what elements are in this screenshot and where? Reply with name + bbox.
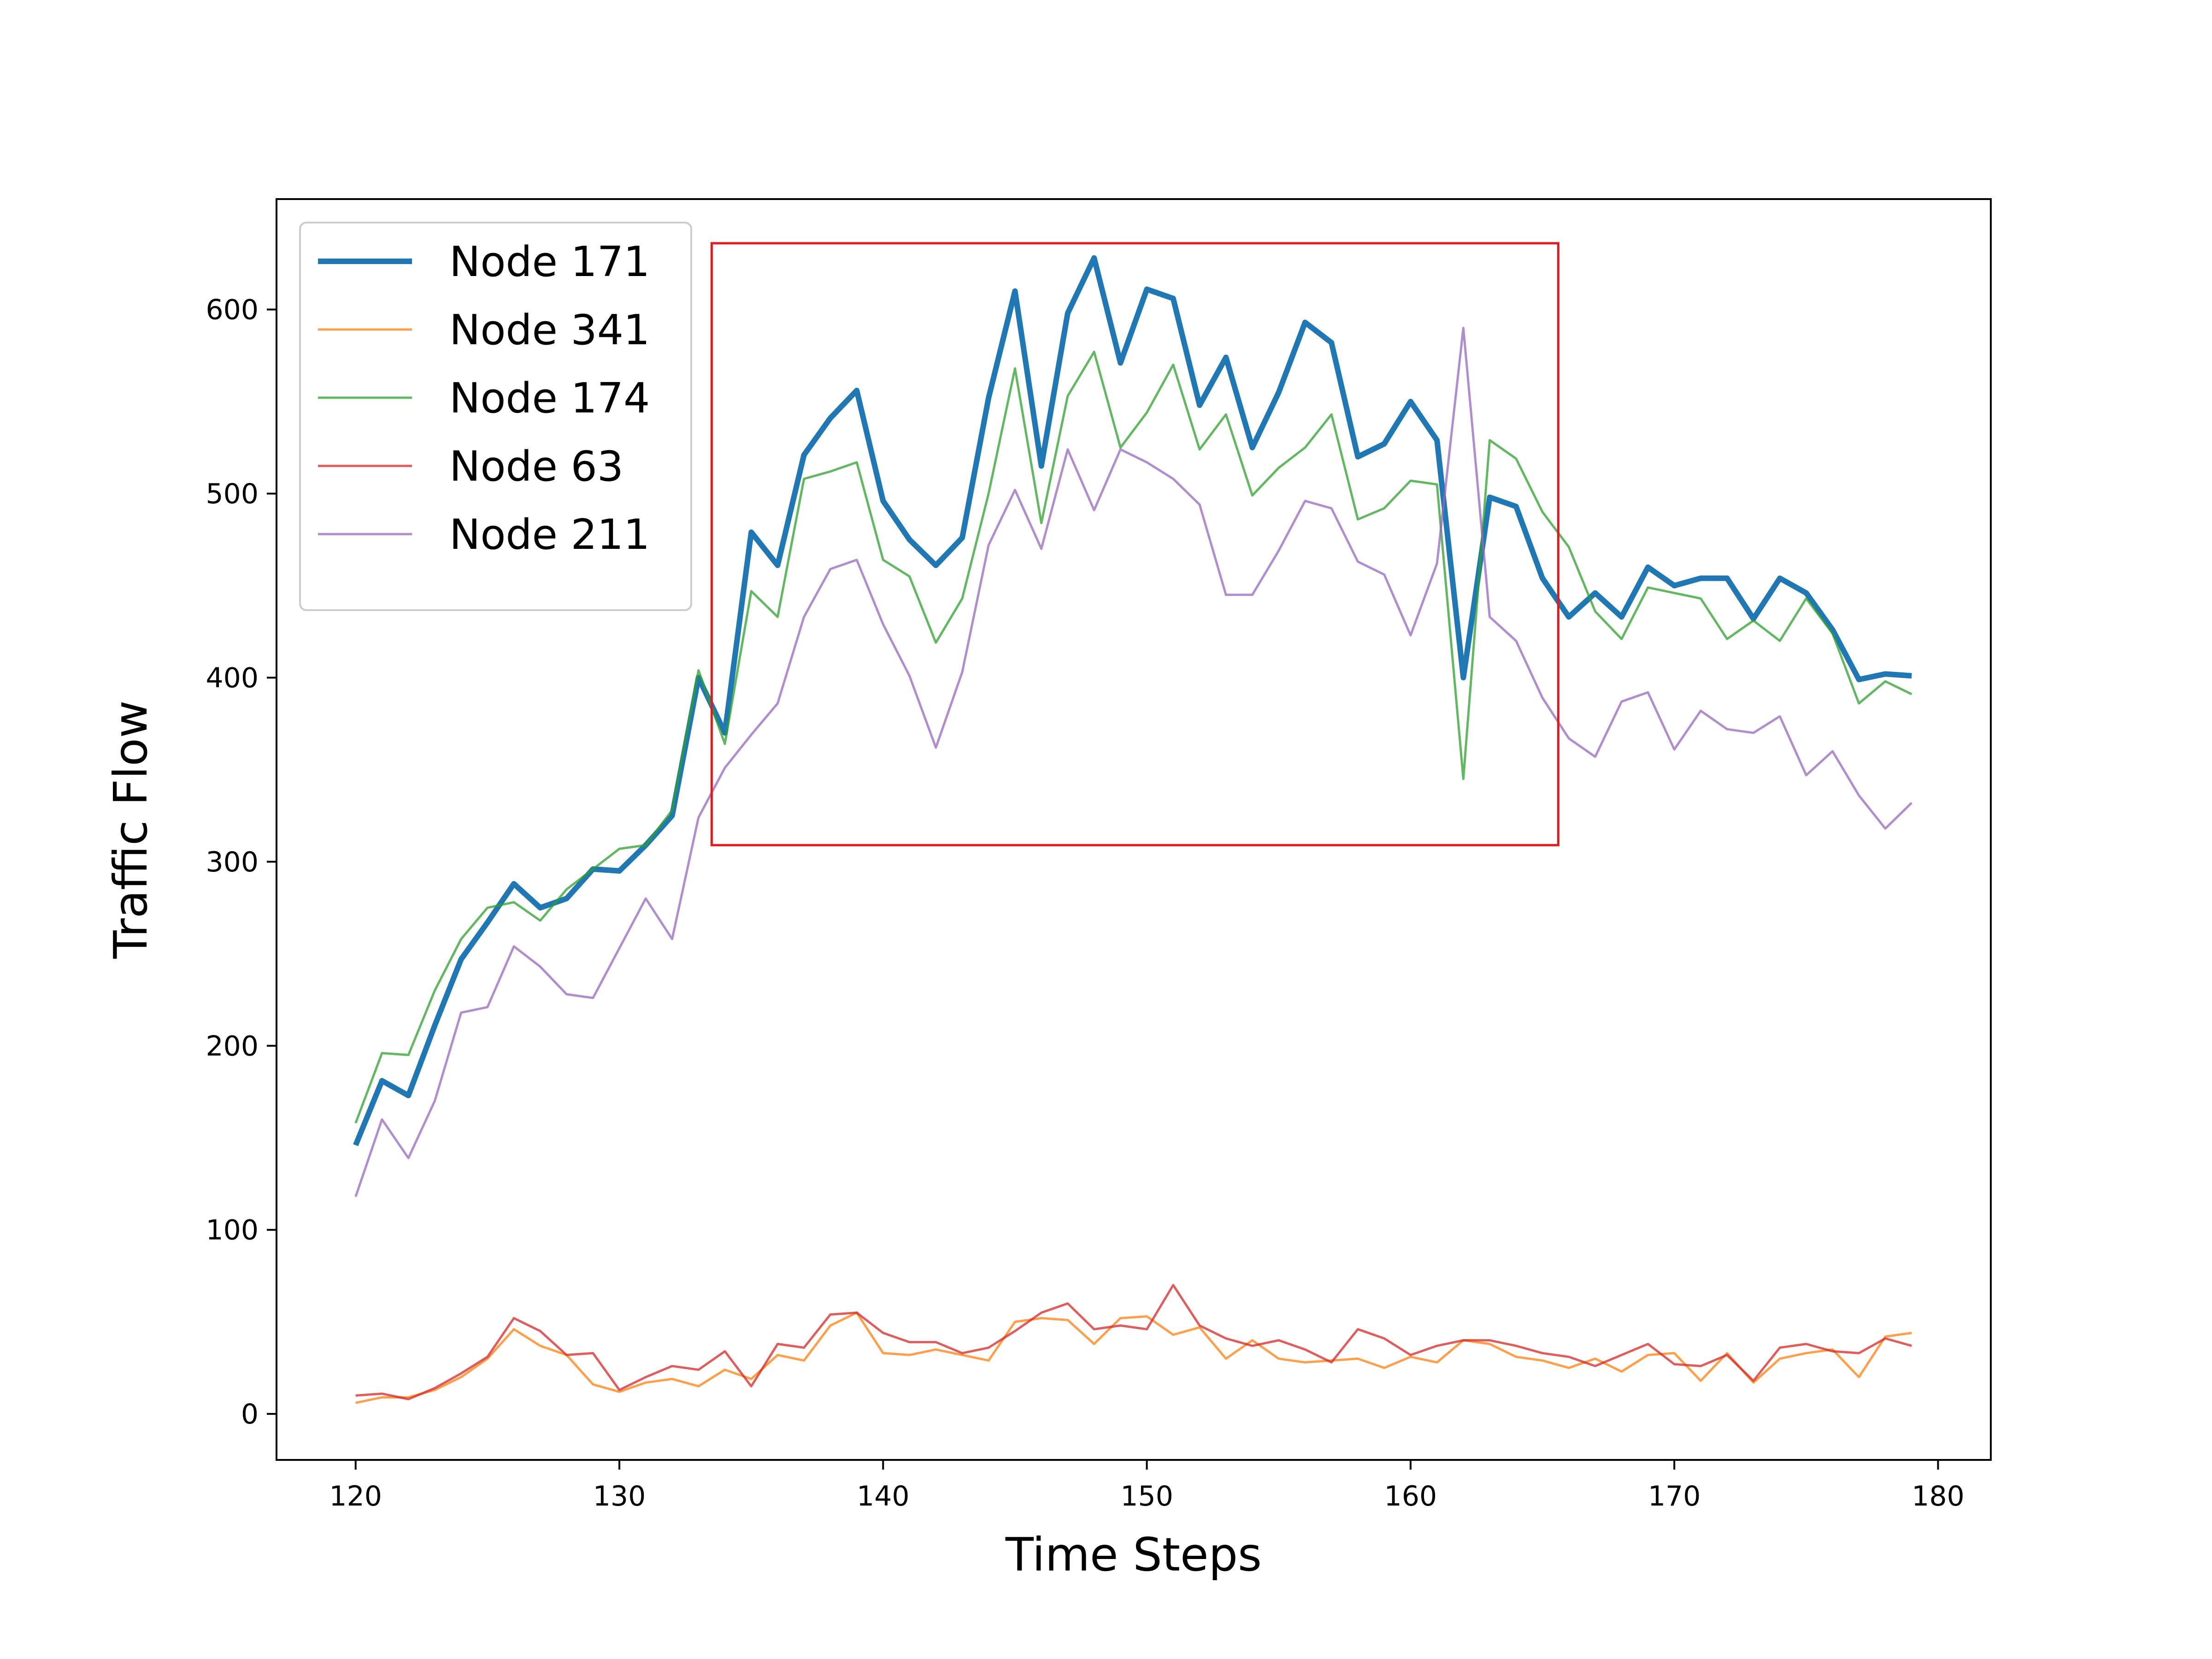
series-line-node-341 [355,1312,1912,1404]
x-tick-label: 150 [1120,1480,1173,1512]
y-tick-label: 400 [206,662,259,694]
legend-box [299,222,692,611]
x-tick-label: 160 [1384,1480,1437,1512]
y-tick-label: 0 [241,1398,259,1430]
legend-label-node-211: Node 211 [449,511,650,559]
x-axis-ticks: 120 130 140 150 160 170 180 [329,1460,1965,1512]
series-line-node-63 [355,1284,1912,1400]
y-tick-label: 500 [206,478,259,510]
x-tick-label: 130 [593,1480,646,1512]
highlight-layer [710,242,1559,847]
series-line-node-174 [354,351,1912,1124]
legend-label-node-63: Node 63 [449,442,624,491]
legend-label-node-171: Node 171 [449,238,650,286]
highlight-box [710,242,1559,847]
legend: Node 171 Node 341 Node 174 Node 63 Node 211 [299,222,692,611]
y-axis-title: Traffic Flow [104,700,158,959]
x-tick-label: 170 [1648,1480,1701,1512]
x-tick-label: 140 [857,1480,910,1512]
y-tick-label: 200 [206,1030,259,1062]
series-line-node-171 [353,255,1912,1147]
x-tick-label: 180 [1912,1480,1965,1512]
y-tick-label: 100 [206,1214,259,1247]
legend-label-node-174: Node 174 [449,374,650,423]
y-tick-label: 600 [206,294,259,326]
y-tick-label: 300 [206,846,259,878]
y-axis-ticks: 0 100 200 300 400 500 600 [206,294,276,1430]
series-layer [353,255,1913,1404]
plot-frame [276,198,1992,1461]
x-axis-title: Time Steps [1005,1528,1262,1582]
series-line-node-211 [354,327,1913,1197]
legend-label-node-341: Node 341 [449,306,650,354]
x-tick-label: 120 [329,1480,382,1512]
